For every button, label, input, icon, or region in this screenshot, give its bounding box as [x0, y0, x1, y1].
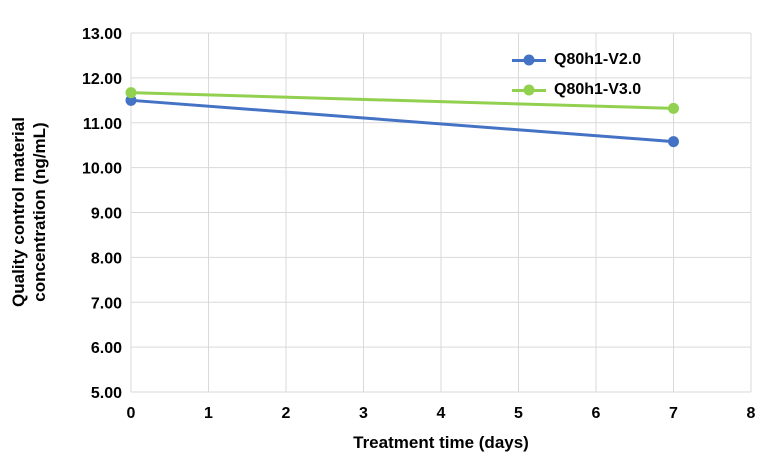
x-tick-label: 2 [282, 405, 291, 422]
x-axis-title: Treatment time (days) [353, 433, 529, 452]
data-point-marker [668, 102, 679, 114]
y-tick-label: 12.00 [82, 71, 122, 88]
series-line-Q80h1-V3.0 [130, 91, 674, 110]
y-axis-title: Quality control material concentration (… [8, 12, 52, 412]
y-axis-title-line1: Quality control material [9, 117, 28, 307]
legend: Q80h1-V2.0 Q80h1-V3.0 [512, 45, 641, 105]
x-tick-label: 3 [359, 405, 368, 422]
y-axis-title-line2: concentration (ng/mL) [30, 122, 49, 302]
legend-item: Q80h1-V2.0 [512, 45, 641, 75]
x-tick-label: 4 [437, 405, 446, 422]
y-tick-label: 5.00 [91, 385, 122, 402]
data-point-marker [125, 87, 137, 99]
y-tick-label: 8.00 [91, 250, 122, 267]
y-tick-label: 6.00 [91, 340, 122, 357]
y-tick-label: 13.00 [82, 26, 122, 43]
legend-dot-icon [523, 54, 535, 66]
legend-dot-icon [523, 84, 535, 96]
data-point-marker [668, 136, 679, 148]
series-line-Q80h1-V2.0 [130, 98, 674, 144]
legend-label: Q80h1-V3.0 [554, 81, 642, 98]
x-tick-label: 7 [669, 405, 678, 422]
legend-label: Q80h1-V2.0 [554, 51, 642, 68]
y-tick-label: 10.00 [82, 161, 122, 178]
x-tick-label: 0 [127, 405, 136, 422]
legend-marker-icon [512, 84, 546, 96]
y-tick-label: 11.00 [83, 116, 122, 133]
y-tick-label: 9.00 [91, 206, 122, 223]
x-tick-label: 8 [747, 405, 756, 422]
x-tick-label: 6 [592, 405, 601, 422]
data-point-marker [125, 94, 137, 106]
legend-marker-icon [512, 54, 546, 66]
y-tick-label: 7.00 [91, 295, 122, 312]
x-tick-label: 1 [204, 405, 213, 422]
x-tick-label: 5 [514, 405, 523, 422]
legend-item: Q80h1-V3.0 [512, 75, 641, 105]
